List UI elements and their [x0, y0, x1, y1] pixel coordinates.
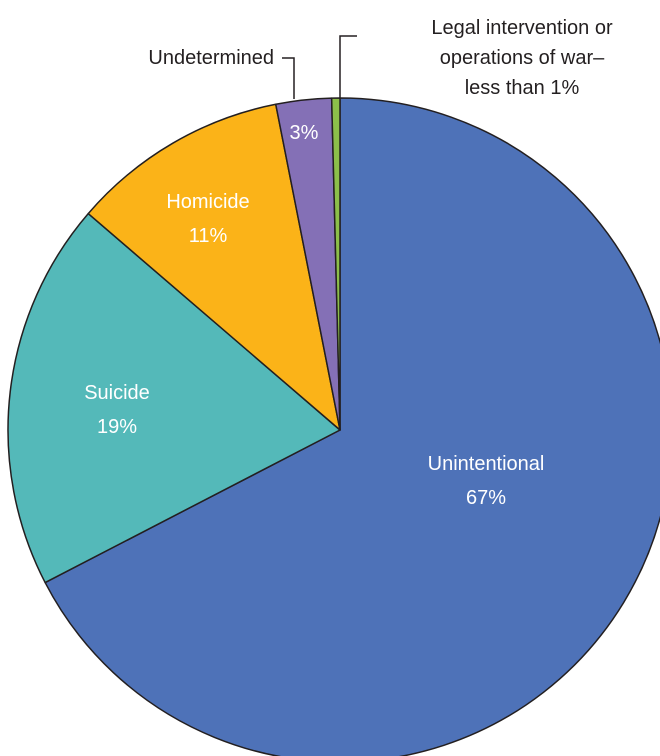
pie-slice-homicide [87, 103, 341, 431]
pie-slice-suicide [7, 212, 341, 584]
undetermined-callout-label: Undetermined [148, 47, 274, 69]
pie-slice-unintentional [44, 97, 660, 756]
legal-leader-line [339, 35, 357, 99]
slice-value-undetermined: 3% [290, 122, 319, 144]
slice-label-suicide: Suicide [84, 382, 150, 404]
slice-label-unintentional: Unintentional [428, 453, 545, 475]
slice-value-unintentional: 67% [466, 487, 506, 509]
pie-slices [7, 97, 660, 756]
slice-value-homicide: 11% [189, 225, 228, 247]
slice-value-suicide: 19% [97, 416, 137, 438]
undetermined-leader-line [282, 57, 295, 99]
slice-label-homicide: Homicide [166, 191, 249, 213]
legal-callout-line-2: operations of war– [440, 47, 605, 69]
legal-callout-line-3: less than 1% [465, 77, 580, 99]
legal-callout-line-1: Legal intervention or [431, 17, 613, 39]
